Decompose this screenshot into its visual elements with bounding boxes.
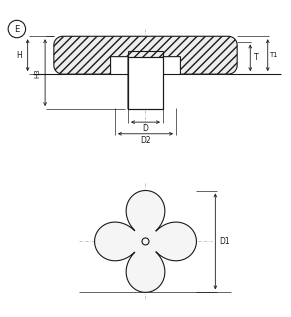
Polygon shape (95, 191, 196, 292)
Polygon shape (128, 57, 163, 109)
Text: D1: D1 (219, 237, 229, 246)
Text: T: T (254, 53, 259, 62)
Text: T1: T1 (270, 52, 278, 58)
Text: E: E (14, 24, 19, 34)
Text: H: H (17, 51, 22, 60)
Text: D2: D2 (140, 136, 151, 145)
Text: D: D (143, 124, 148, 133)
Text: H3: H3 (34, 68, 40, 78)
Polygon shape (54, 36, 237, 109)
